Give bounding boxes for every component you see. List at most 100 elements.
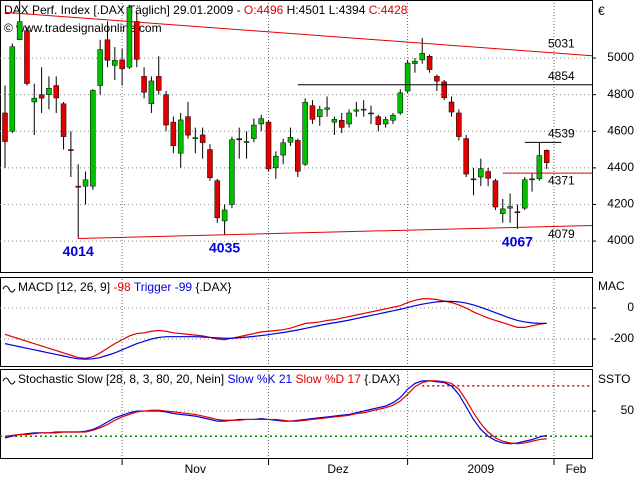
candle-body xyxy=(53,85,59,99)
source: {.DAX} xyxy=(364,372,400,386)
candle-body xyxy=(500,208,506,214)
icon xyxy=(2,377,16,385)
candle-body xyxy=(324,107,330,110)
candle-body xyxy=(199,134,206,143)
candle-body xyxy=(2,112,8,142)
price-panel xyxy=(0,0,593,273)
x-tick-label: Feb xyxy=(566,462,587,476)
candle-body xyxy=(148,80,155,105)
candle-body xyxy=(68,149,74,151)
candle-body xyxy=(485,171,491,179)
candle-body xyxy=(126,6,133,68)
candle-body xyxy=(309,105,316,120)
stoch-title: Stochastic Slow [28, 8, 3, 80, 20, Nein]… xyxy=(18,372,400,386)
x-tick-label: 2009 xyxy=(467,462,494,476)
y-tick-label: 5000 xyxy=(607,50,634,64)
candle-body xyxy=(412,60,418,64)
candle-body xyxy=(295,140,301,172)
level-label: 4371 xyxy=(548,173,575,187)
candle-body xyxy=(470,178,477,181)
legend-entry: Slow %D 17 xyxy=(296,372,362,386)
candle-body xyxy=(38,94,45,99)
series-line xyxy=(4,300,547,360)
candle-body xyxy=(265,121,272,170)
plot xyxy=(0,1,592,272)
low-label: L:4394 xyxy=(329,3,366,17)
candle-body xyxy=(251,124,257,139)
candle-body xyxy=(9,46,16,132)
macd-title: MACD [12, 26, 9] -98 Trigger -99 {.DAX} xyxy=(18,280,231,294)
y-tick-label: 0 xyxy=(627,300,634,314)
candle-body xyxy=(119,59,125,70)
candle-body xyxy=(448,101,455,113)
legend-entry: Slow %K 21 xyxy=(227,372,292,386)
candle-body xyxy=(543,150,550,163)
macd-name: MACD [12, 26, 9] xyxy=(18,280,110,294)
x-tick-label: Dez xyxy=(327,462,348,476)
trend-label: 5031 xyxy=(548,37,575,51)
candle-body xyxy=(258,118,264,125)
candle-body xyxy=(514,211,521,214)
candle-body xyxy=(243,141,250,143)
low-label: 4014 xyxy=(63,243,94,259)
axis-label: MAC xyxy=(598,279,625,293)
candle-body xyxy=(536,155,543,180)
candle-body xyxy=(529,178,535,181)
candle-body xyxy=(75,185,81,188)
candle-body xyxy=(214,180,221,219)
legend-entry: -98 xyxy=(113,280,131,294)
high-label: H:4501 xyxy=(287,3,326,17)
y-tick-label: -200 xyxy=(610,331,634,345)
candle-body xyxy=(419,53,425,61)
candle-body xyxy=(463,138,469,175)
candle-body xyxy=(90,90,96,187)
y-tick-label: 50 xyxy=(621,403,635,417)
y-tick-label: 4000 xyxy=(607,233,634,247)
plot xyxy=(0,370,592,458)
open-label: O:4496 xyxy=(244,3,284,17)
y-tick-label: 4600 xyxy=(607,123,634,137)
candle-body xyxy=(404,62,411,92)
candle-body xyxy=(382,119,389,125)
candle-body xyxy=(521,179,528,209)
candle-body xyxy=(170,121,177,146)
candle-body xyxy=(155,76,162,91)
candle-body xyxy=(229,139,235,205)
title: DAX Perf. Index [.DAX Täglich] 29.01.200… xyxy=(4,3,241,17)
series-line xyxy=(4,380,547,445)
candle-body xyxy=(507,206,513,209)
candle-body xyxy=(163,94,169,126)
candle-body xyxy=(236,138,242,141)
candle-body xyxy=(177,119,184,154)
candle-body xyxy=(31,97,38,103)
candle-body xyxy=(60,103,67,137)
candle-body xyxy=(46,88,52,95)
candle-body xyxy=(375,116,382,125)
series-line xyxy=(4,298,547,359)
trend-label: 4079 xyxy=(548,227,575,241)
trend-line xyxy=(78,224,592,240)
candle-body xyxy=(134,21,140,60)
currency: € xyxy=(598,4,605,18)
candle-body xyxy=(368,112,374,115)
x-tick-label: Nov xyxy=(185,462,206,476)
trend-line xyxy=(4,11,592,57)
candle-body xyxy=(185,116,191,136)
candle-body xyxy=(317,109,323,117)
candle-body xyxy=(426,55,433,70)
series-line xyxy=(4,380,547,445)
candle-body xyxy=(82,179,89,187)
icon xyxy=(2,285,16,293)
candle-body xyxy=(338,120,345,128)
candle-body xyxy=(434,76,440,82)
candle-body xyxy=(221,209,228,222)
candle-body xyxy=(141,76,147,93)
candle-body xyxy=(287,137,294,143)
candle-body xyxy=(390,114,396,121)
close-label: C:4428 xyxy=(369,3,408,17)
y-tick-label: 4200 xyxy=(607,197,634,211)
candle-body xyxy=(192,137,199,139)
plot xyxy=(0,278,592,365)
candle-body xyxy=(478,168,484,178)
